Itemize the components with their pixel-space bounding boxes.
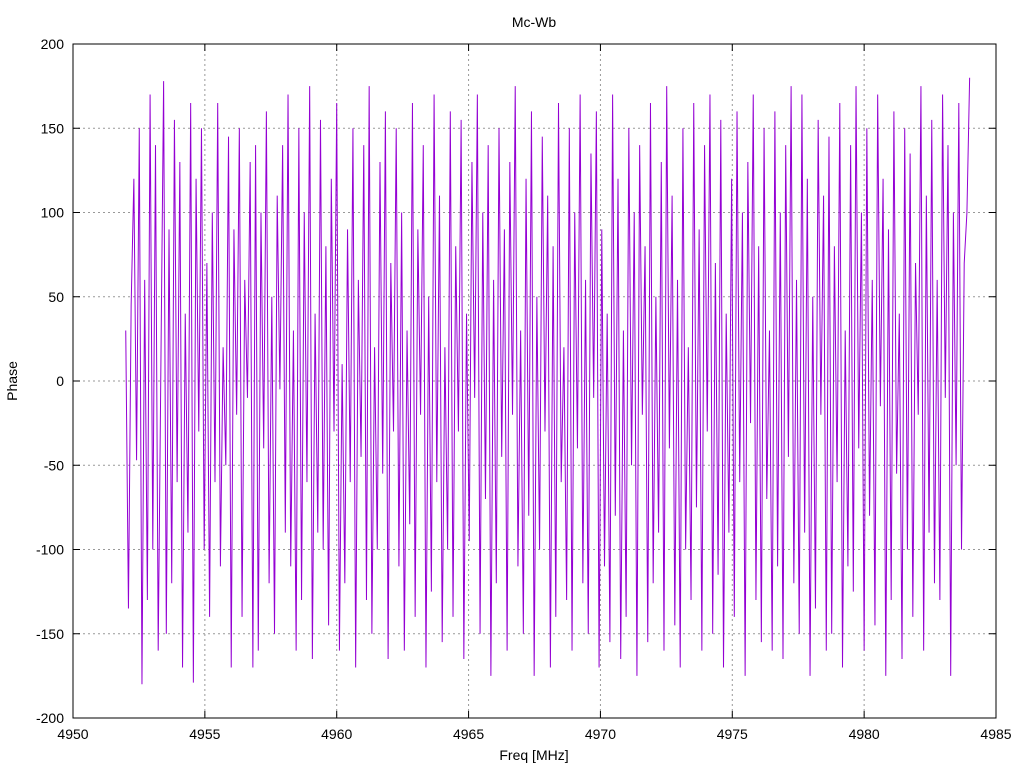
y-tick-label: 0 <box>56 373 64 389</box>
x-tick-label: 4965 <box>453 726 484 742</box>
y-tick-label: 150 <box>41 120 65 136</box>
y-axis-label: Phase <box>4 361 20 401</box>
series-layer <box>125 77 971 685</box>
y-tick-label: 200 <box>41 36 65 52</box>
ticks: 4950 4955 4960 4965 4970 4975 4980 4985 -200 -150… <box>36 36 1012 742</box>
x-tick-label: 4970 <box>585 726 616 742</box>
chart-title: Mc-Wb <box>512 14 557 30</box>
x-tick-label: 4960 <box>321 726 352 742</box>
x-axis-label: Freq [MHz] <box>499 747 568 763</box>
series-line-phase <box>125 77 971 685</box>
y-tick-label: -100 <box>36 542 64 558</box>
x-tick-label: 4975 <box>717 726 748 742</box>
y-tick-label: -150 <box>36 626 64 642</box>
x-tick-label: 4955 <box>189 726 220 742</box>
x-tick-label: 4980 <box>849 726 880 742</box>
x-tick-label: 4950 <box>57 726 88 742</box>
y-tick-label: 100 <box>41 205 65 221</box>
y-tick-label: -50 <box>44 457 64 473</box>
y-tick-label: 50 <box>48 289 64 305</box>
y-tick-label: -200 <box>36 710 64 726</box>
x-tick-label: 4985 <box>980 726 1011 742</box>
